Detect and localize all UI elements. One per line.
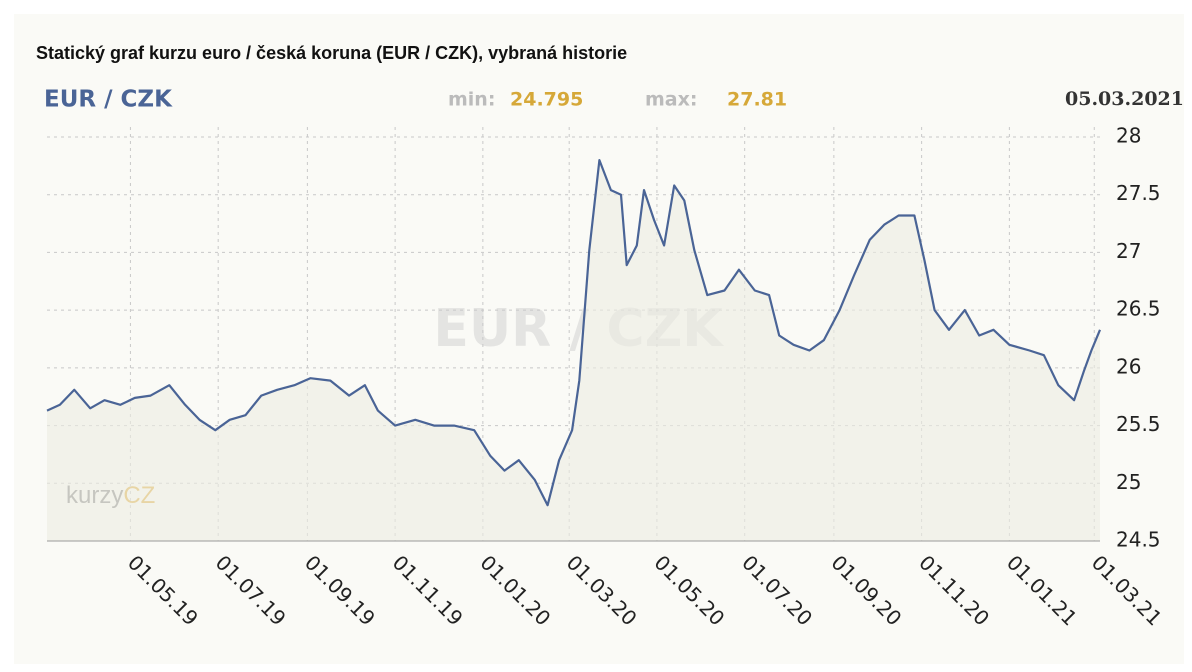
y-tick-label: 27.5 [1116, 181, 1161, 205]
min-label: min: [448, 89, 495, 111]
y-tick-label: 28 [1116, 124, 1141, 148]
date-label: 05.03.2021 [1065, 88, 1184, 110]
chart-title: Statický graf kurzu euro / česká koruna … [36, 43, 627, 63]
max-label: max: [645, 89, 697, 111]
y-tick-label: 27 [1116, 239, 1141, 263]
y-tick-label: 25 [1116, 470, 1141, 494]
y-tick-label: 26 [1116, 354, 1141, 378]
max-value: 27.81 [727, 89, 787, 111]
min-value: 24.795 [510, 89, 583, 111]
line [46, 159, 1102, 507]
pair-label: EUR / CZK [44, 87, 173, 113]
y-tick-label: 26.5 [1116, 297, 1161, 321]
y-tick-label: 25.5 [1116, 412, 1161, 436]
area-fill [47, 160, 1100, 541]
y-tick-label: 24.5 [1116, 528, 1161, 552]
